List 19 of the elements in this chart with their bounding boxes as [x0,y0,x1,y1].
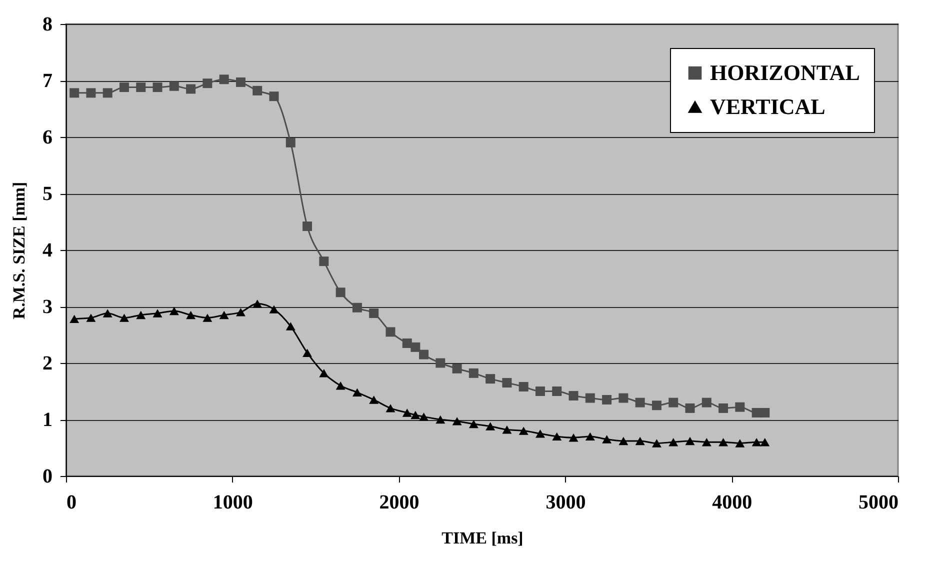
y-axis-title: R.M.S. SIZE [mm] [10,182,28,320]
x-tick-label: 0 [66,492,76,514]
x-tick-label: 1000 [212,492,253,514]
x-tick-label: 2000 [379,492,420,514]
x-tick-label: 3000 [546,492,586,514]
y-tick-label: 8 [42,14,52,36]
y-tick-label: 3 [42,296,52,318]
y-tick-label: 1 [42,409,52,431]
x-tick-label: 5000 [858,492,898,514]
y-tick-label: 4 [42,240,52,262]
y-tick-label: 2 [42,352,52,374]
x-tick-label: 4000 [712,492,752,514]
legend-label: VERTICAL [710,94,826,119]
legend-label: HORIZONTAL [710,60,860,85]
y-tick-label: 5 [42,183,52,205]
y-tick-label: 0 [42,466,52,488]
x-axis-title: TIME [ms] [442,528,524,548]
y-tick-label: 6 [42,126,52,148]
y-tick-label: 7 [42,70,52,92]
